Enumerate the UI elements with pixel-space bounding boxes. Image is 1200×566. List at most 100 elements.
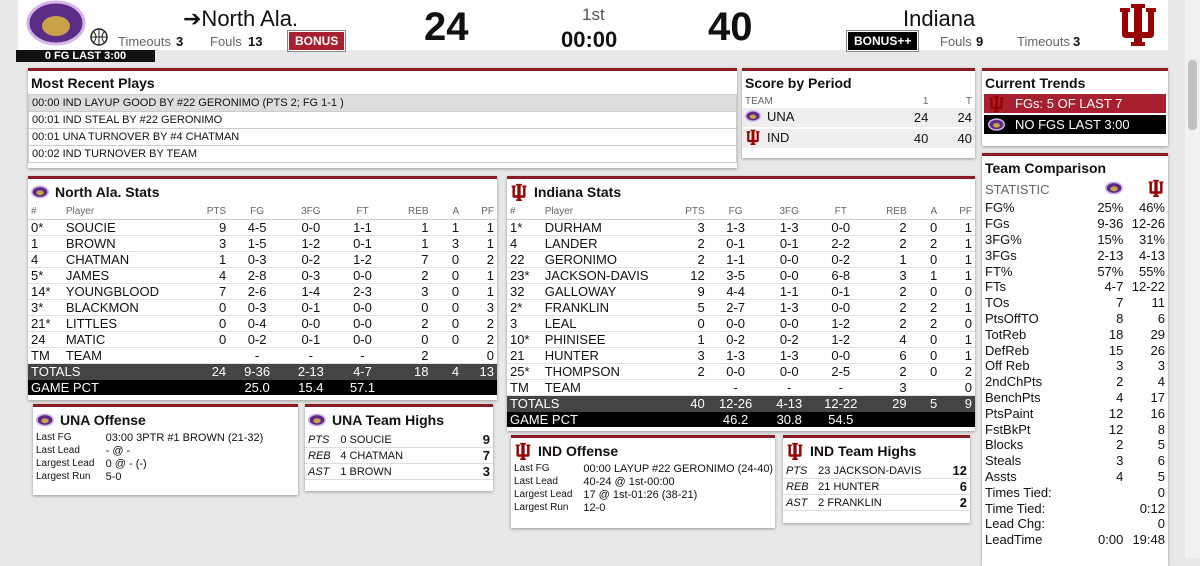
title-text: Team Comparison bbox=[985, 160, 1107, 176]
row: 3 LEAL 0 0-0 0-0 1-2 2 2 0 bbox=[507, 315, 975, 333]
cell: 7 bbox=[1116, 295, 1124, 311]
cell: - bbox=[814, 379, 867, 397]
cell: AST bbox=[305, 463, 338, 480]
cell: 31% bbox=[1138, 231, 1165, 247]
row: TM TEAM - - -3 0 bbox=[507, 379, 975, 397]
row: 2ndChPts 2 4 bbox=[982, 374, 1168, 390]
cell: 0 bbox=[1157, 484, 1165, 500]
cell: 6 bbox=[1157, 310, 1165, 326]
cell: 12 bbox=[664, 267, 708, 285]
row: 00:01 UNA TURNOVER BY #4 CHATMAN bbox=[28, 128, 737, 146]
current-trends: Current Trends FGs: 5 OF LAST 7 NO FGS LAS… bbox=[982, 68, 1168, 146]
cell: 0 bbox=[431, 299, 463, 317]
cell: 0-1 bbox=[763, 235, 815, 253]
cell: 1-1 bbox=[336, 219, 389, 237]
cell: 2 bbox=[664, 251, 708, 269]
cell: 3 bbox=[866, 379, 910, 397]
cell: 0-0 bbox=[336, 267, 389, 285]
una-logo bbox=[36, 413, 54, 427]
cell: 1-3 bbox=[707, 347, 764, 365]
iu-logo bbox=[787, 442, 803, 460]
cell: 2 bbox=[909, 235, 941, 253]
title-text: Most Recent Plays bbox=[31, 75, 155, 91]
cell: 1-2 bbox=[285, 235, 337, 253]
cell: 1 bbox=[940, 235, 975, 253]
cell: 24 bbox=[887, 108, 932, 129]
cell: 4 bbox=[1116, 389, 1124, 405]
cell: UNA bbox=[742, 108, 888, 129]
cell: - bbox=[763, 379, 815, 397]
cell: PTS bbox=[305, 432, 338, 448]
cell: 5 bbox=[664, 299, 708, 317]
cell: 4-7 bbox=[1104, 279, 1124, 295]
row: 3* BLACKMON 0 0-3 0-1 0-0 0 0 3 bbox=[28, 299, 497, 317]
row: Last Lead 40-24 @ 1st-00:00 bbox=[511, 476, 775, 489]
cell: 0-2 bbox=[814, 251, 867, 269]
cell: 3 bbox=[1116, 358, 1124, 374]
plays-table: 00:00 IND LAYUP GOOD BY #22 GERONIMO (PT… bbox=[28, 94, 737, 163]
play: 00:01 IND STEAL BY #22 GERONIMO bbox=[28, 111, 737, 129]
cell: 0-0 bbox=[285, 219, 337, 237]
row: TotReb 18 29 bbox=[982, 326, 1168, 342]
cell: 0-2 bbox=[763, 331, 815, 349]
cell: Blocks bbox=[985, 437, 1024, 453]
cell: 2-8 bbox=[229, 267, 286, 285]
cell: 6 bbox=[1157, 453, 1165, 469]
cell bbox=[1085, 179, 1127, 200]
cell: 4 bbox=[1116, 468, 1124, 484]
cell: 9 bbox=[185, 219, 230, 237]
cell: 15% bbox=[1097, 231, 1124, 247]
row: 00:01 IND STEAL BY #22 GERONIMO bbox=[28, 111, 737, 129]
cell: 25% bbox=[1097, 200, 1124, 216]
cell bbox=[388, 379, 432, 396]
cell: CHATMAN bbox=[62, 251, 186, 269]
row: 23* JACKSON-DAVIS 12 3-5 0-0 6-8 3 1 1 bbox=[507, 267, 975, 285]
scrollbar[interactable] bbox=[1185, 0, 1200, 558]
cell: 2 bbox=[388, 267, 432, 285]
row: IND 40 40 bbox=[742, 128, 975, 150]
cell: 2 bbox=[462, 315, 497, 333]
cell: 46% bbox=[1138, 200, 1165, 216]
cell: 5* bbox=[28, 267, 63, 285]
cell: 7 bbox=[185, 283, 230, 301]
cell: GALLOWAY bbox=[541, 283, 665, 301]
cell: 0 bbox=[909, 347, 941, 365]
cell: 8 bbox=[1116, 310, 1124, 326]
cell: 0 bbox=[431, 283, 463, 301]
cell: 0-1 bbox=[285, 331, 337, 349]
cell: BenchPts bbox=[985, 389, 1041, 405]
home-score: 40 bbox=[708, 5, 753, 49]
cell: Largest Run bbox=[36, 471, 91, 482]
comparison-table: STATISTIC FG% 25% 46% FGs 9-36 12-26 3FG% 15% 31%… bbox=[982, 179, 1168, 548]
cell: 1 bbox=[909, 267, 941, 285]
cell: 1 bbox=[940, 219, 975, 237]
cell: 3-5 bbox=[707, 267, 764, 285]
row: TOs 7 11 bbox=[982, 295, 1168, 311]
cell: TEAM bbox=[541, 379, 665, 397]
cell: 3 bbox=[664, 219, 708, 237]
cell: - @ - bbox=[105, 445, 131, 457]
cell: 0-0 bbox=[763, 363, 815, 381]
cell: 0 bbox=[431, 267, 463, 285]
row: 2* FRANKLIN 5 2-7 1-3 0-0 2 2 1 bbox=[507, 299, 975, 317]
cell: 13 bbox=[462, 363, 497, 380]
cell: PtsPaint bbox=[985, 405, 1034, 421]
cell: 21 bbox=[507, 347, 542, 365]
cell: - bbox=[707, 379, 764, 397]
cell: 0 bbox=[909, 363, 941, 381]
cell: 2 bbox=[462, 251, 497, 269]
cell: 1-2 bbox=[336, 251, 389, 269]
cell: 2 bbox=[664, 363, 708, 381]
cell: 2 bbox=[866, 283, 910, 301]
cell: 0 bbox=[388, 331, 432, 349]
cell: Assts bbox=[985, 468, 1017, 484]
scroll-thumb[interactable] bbox=[1188, 60, 1197, 130]
row: AST 1 BROWN 3 bbox=[305, 463, 493, 480]
cell bbox=[431, 347, 463, 365]
panel-title: UNA Offense bbox=[33, 407, 298, 432]
cell: 4-13 bbox=[1138, 247, 1165, 263]
cell bbox=[62, 379, 186, 396]
cell bbox=[1085, 516, 1127, 532]
cell: # bbox=[507, 204, 542, 221]
cell: 2* bbox=[507, 299, 542, 317]
